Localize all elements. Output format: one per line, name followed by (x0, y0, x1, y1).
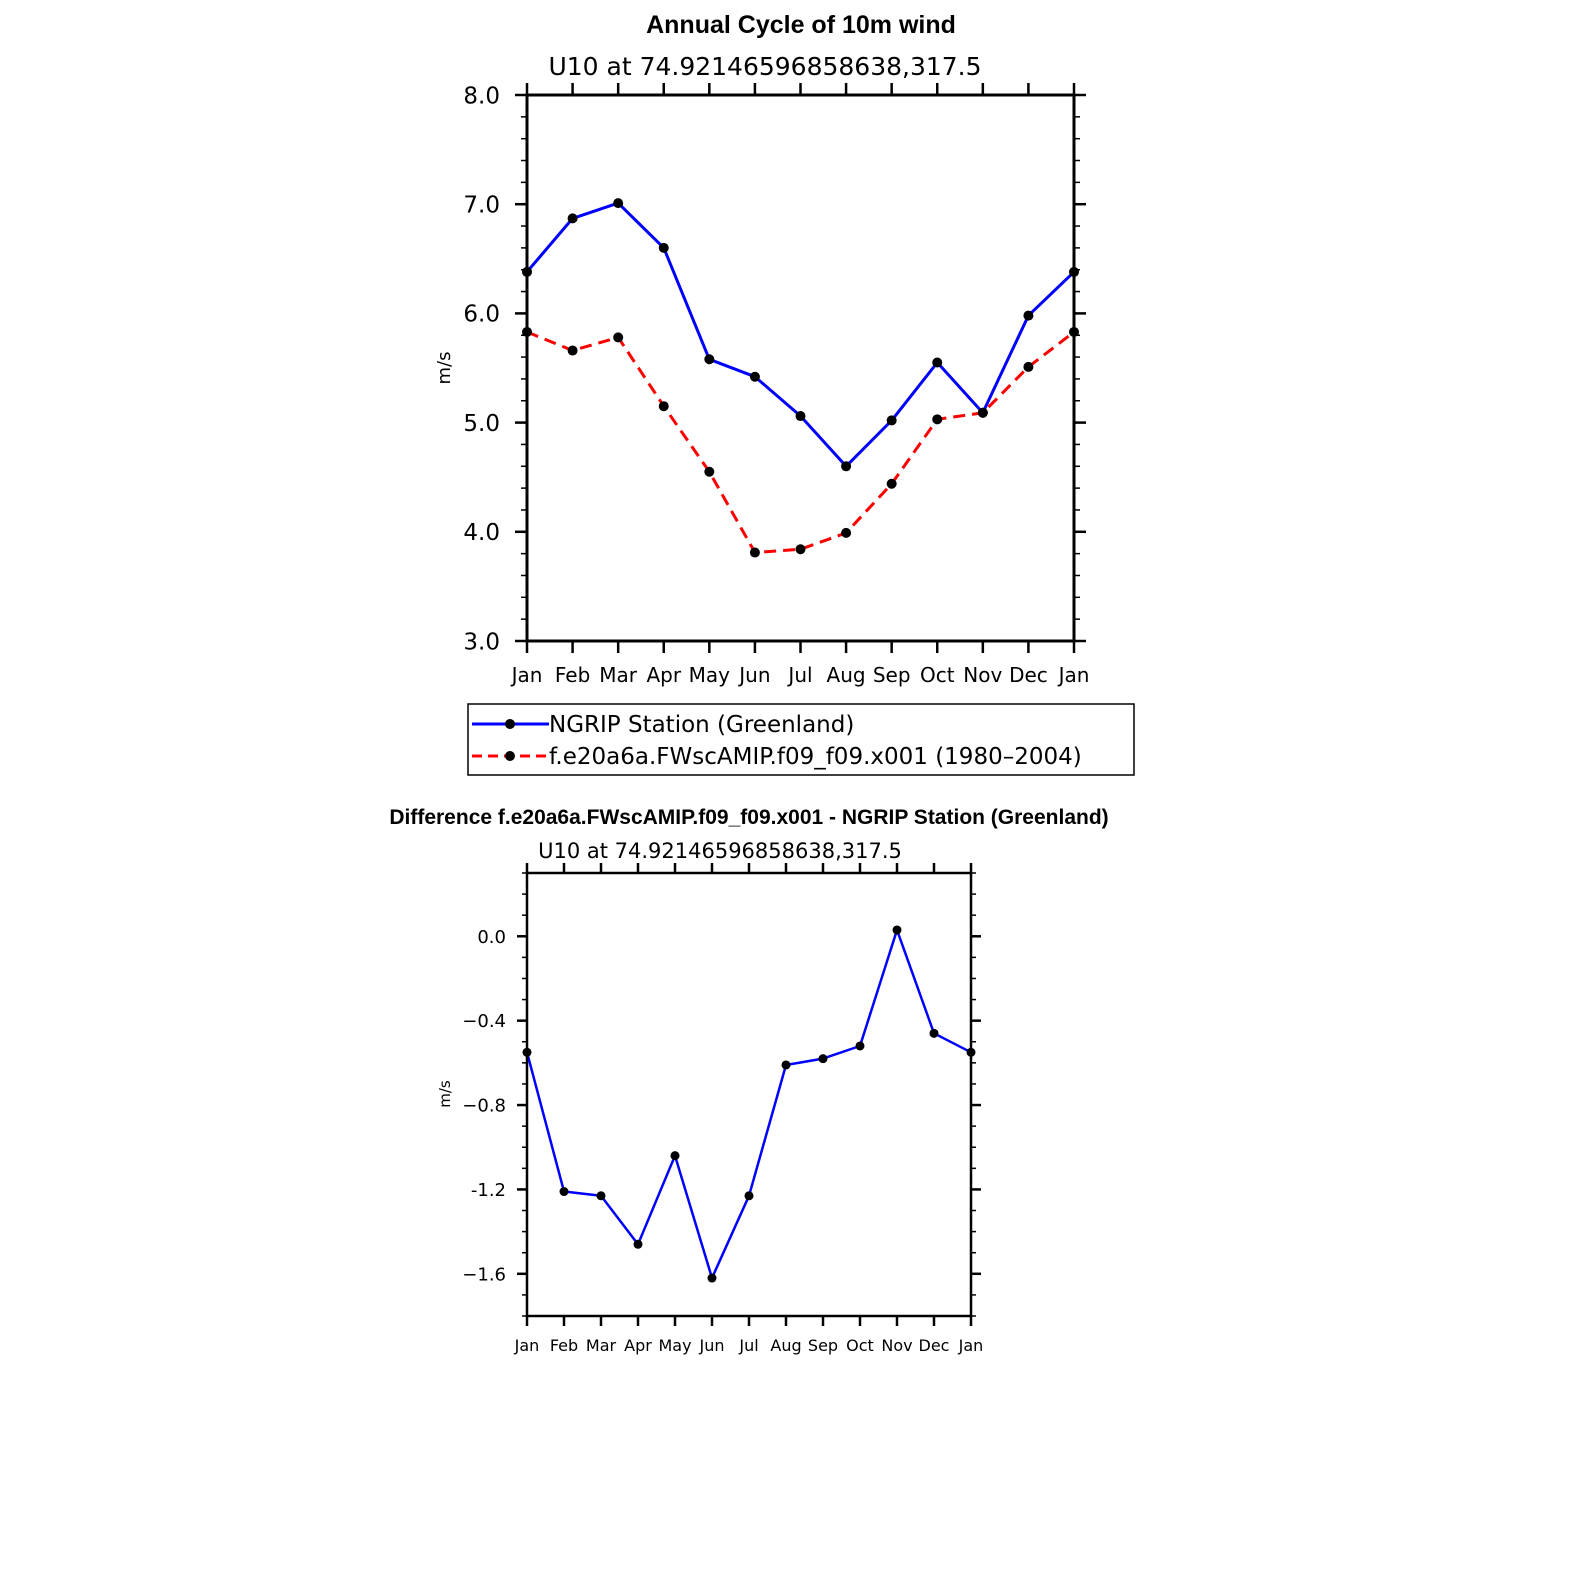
series-2-point-6 (749, 547, 760, 558)
chart-subtitle: U10 at 74.92146596858638,317.5 (548, 52, 981, 81)
x-tick-label: Dec (919, 1336, 950, 1355)
series-1-point-2 (559, 1187, 569, 1197)
series-1-point-5 (670, 1151, 680, 1161)
y-tick-label: -1.2 (471, 1180, 506, 1201)
x-tick-label: Aug (827, 663, 866, 687)
series-2-point-8 (841, 527, 852, 538)
x-tick-label: Jan (510, 663, 543, 687)
series-1-point-3 (596, 1191, 606, 1201)
difference-title: Difference f.e20a6a.FWscAMIP.f09_f09.x00… (389, 806, 1108, 829)
x-tick-label: Mar (599, 663, 638, 687)
x-tick-label: Apr (646, 663, 681, 687)
series-2-point-3 (613, 332, 624, 343)
series-line-1 (525, 201, 1076, 468)
y-tick-label: 0.0 (477, 927, 506, 948)
x-tick-label: Jul (786, 663, 812, 687)
series-1-point-3 (613, 198, 624, 209)
y-tick-label: −0.4 (462, 1011, 506, 1032)
series-2-point-12 (1023, 361, 1034, 372)
chart-title: Annual Cycle of 10m wind (646, 11, 956, 39)
x-tick-label: Aug (770, 1336, 801, 1355)
series-1-point-12 (1023, 310, 1034, 321)
x-tick-label: Oct (920, 663, 955, 687)
x-tick-label: Apr (624, 1336, 652, 1355)
legend-label-model: f.e20a6a.FWscAMIP.f09_f09.x001 (1980–200… (549, 744, 1082, 770)
x-tick-label: Sep (808, 1336, 838, 1355)
series-2-point-10 (932, 414, 943, 425)
x-tick-label: Nov (963, 663, 1002, 687)
series-1-point-6 (707, 1273, 717, 1283)
plot-frame (525, 93, 1076, 643)
legend-box (467, 703, 1135, 776)
series-line-1 (525, 928, 972, 1280)
series-2-point-5 (704, 466, 715, 477)
series-1-point-2 (567, 213, 578, 224)
series-1-point-6 (749, 371, 760, 382)
x-tick-label: Jun (699, 1336, 725, 1355)
x-tick-label: May (689, 663, 731, 687)
legend: NGRIP Station (Greenland) f.e20a6a.FWscA… (467, 703, 1135, 776)
series-1-point-10 (932, 357, 943, 368)
x-tick-label: Jun (737, 663, 770, 687)
series-1-point-8 (841, 461, 852, 472)
difference-plot-frame (525, 871, 973, 1318)
series-line-2 (526, 330, 1075, 554)
difference-panel: Difference f.e20a6a.FWscAMIP.f09_f09.x00… (389, 806, 1108, 1355)
x-tick-label: May (658, 1336, 691, 1355)
y-tick-label: 6.0 (463, 302, 500, 328)
x-tick-label: Feb (550, 1336, 578, 1355)
y-tick-label: −1.6 (462, 1264, 506, 1285)
legend-marker-model (505, 751, 515, 761)
series-1-point-7 (744, 1191, 754, 1201)
y-tick-label: 8.0 (463, 83, 500, 109)
legend-label-ngrip: NGRIP Station (Greenland) (549, 712, 854, 738)
series-1-point-9 (886, 415, 897, 426)
y-tick-label: 7.0 (463, 192, 500, 218)
x-tick-label: Jan (514, 1336, 540, 1355)
series-1-point-11 (892, 925, 902, 935)
series-1-point-10 (855, 1041, 865, 1051)
x-tick-label: Dec (1009, 663, 1048, 687)
series-2-point-9 (886, 478, 897, 489)
x-tick-label: Jan (1057, 663, 1090, 687)
series-2-point-11 (977, 407, 988, 418)
x-tick-label: Oct (846, 1336, 874, 1355)
legend-entry-model: f.e20a6a.FWscAMIP.f09_f09.x001 (1980–200… (472, 744, 1082, 770)
x-tick-label: Nov (881, 1336, 912, 1355)
series-2-point-4 (658, 401, 669, 412)
series-1-point-9 (818, 1054, 828, 1064)
series-1-point-7 (795, 411, 806, 422)
series-2-point-7 (795, 544, 806, 555)
x-tick-label: Feb (555, 663, 590, 687)
legend-marker-ngrip (505, 719, 515, 729)
y-axis-label: m/s (434, 352, 455, 385)
series-1-point-12 (929, 1028, 939, 1038)
series-2-point-2 (567, 345, 578, 356)
x-tick-label: Sep (873, 663, 911, 687)
x-tick-label: Jan (958, 1336, 984, 1355)
series-1-point-5 (704, 354, 715, 365)
x-tick-label: Jul (738, 1336, 758, 1355)
series-1-point-8 (781, 1060, 791, 1070)
y-tick-label: 4.0 (463, 520, 500, 546)
x-tick-label: Mar (586, 1336, 617, 1355)
series-1-point-4 (633, 1239, 643, 1249)
y-tick-label: 5.0 (463, 411, 500, 437)
difference-y-axis-label: m/s (436, 1080, 454, 1108)
annual-cycle-panel: Annual Cycle of 10m wind U10 at 74.92146… (434, 11, 1135, 776)
y-tick-label: 3.0 (463, 629, 500, 655)
difference-subtitle: U10 at 74.92146596858638,317.5 (538, 839, 902, 863)
series-1-point-4 (658, 242, 669, 253)
legend-entry-ngrip: NGRIP Station (Greenland) (472, 712, 854, 738)
y-tick-label: −0.8 (462, 1096, 506, 1117)
